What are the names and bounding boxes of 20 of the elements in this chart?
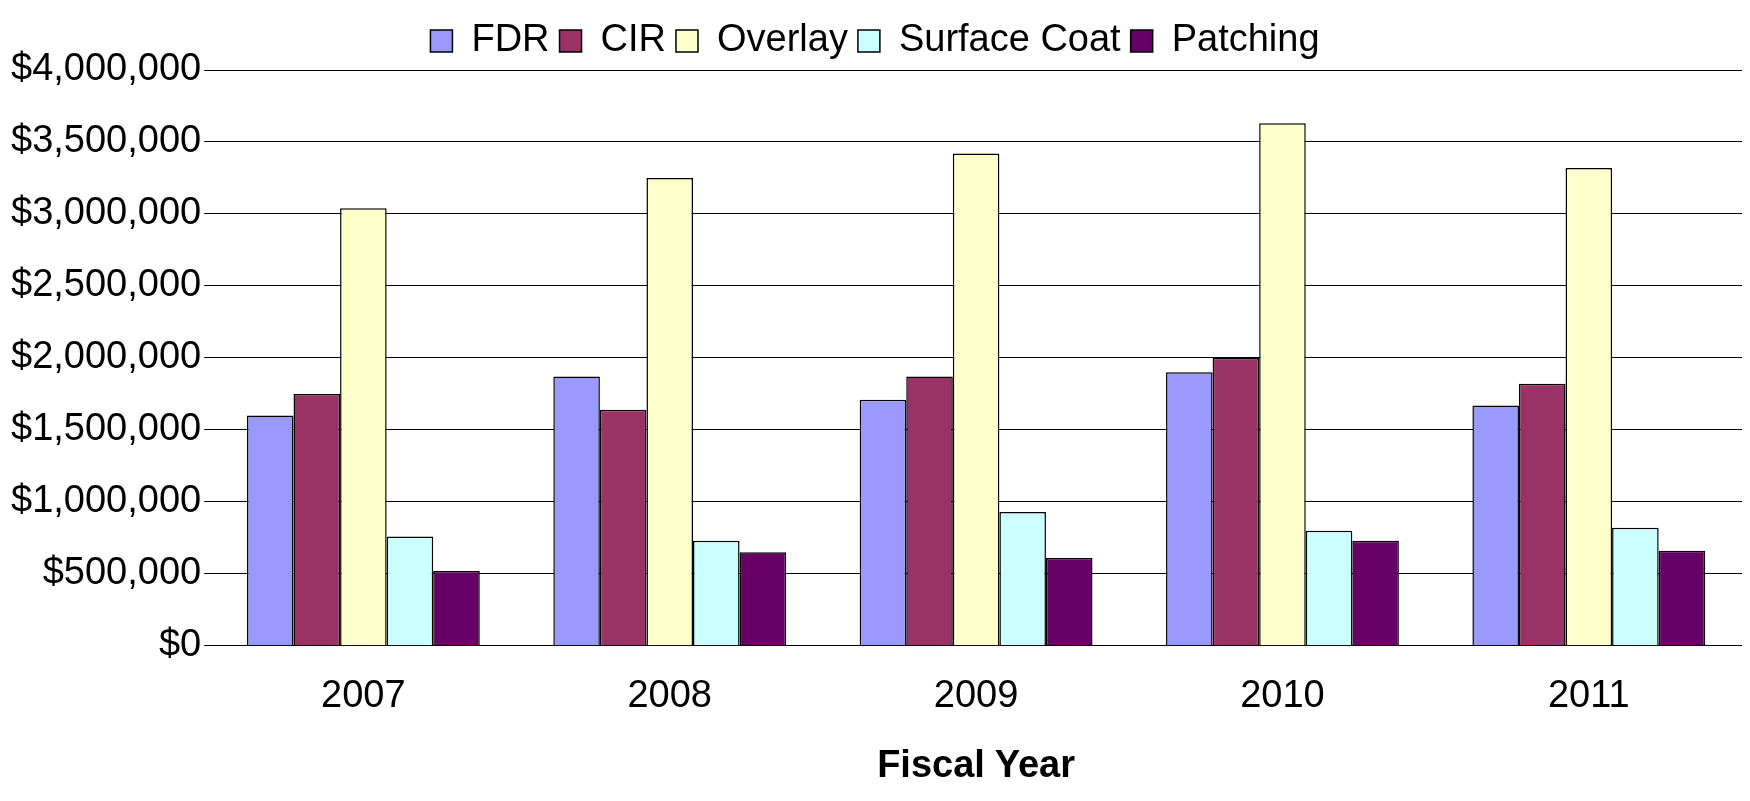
legend-label: CIR bbox=[600, 17, 666, 60]
y-tick-label: $500,000 bbox=[42, 550, 202, 593]
legend-label: FDR bbox=[471, 17, 550, 60]
y-tick-label: $1,000,000 bbox=[11, 478, 202, 521]
x-tick-label: 2010 bbox=[1240, 673, 1325, 716]
y-tick-label: $1,500,000 bbox=[11, 406, 202, 449]
legend-label: Surface Coat bbox=[898, 17, 1122, 60]
x-tick-label: 2007 bbox=[321, 673, 406, 716]
x-tick-label: 2008 bbox=[627, 673, 712, 716]
y-tick-label: $4,000,000 bbox=[11, 46, 202, 89]
legend-label: Patching bbox=[1171, 17, 1320, 60]
y-tick-label: $3,000,000 bbox=[11, 190, 202, 233]
y-tick-label: $2,000,000 bbox=[11, 334, 202, 377]
x-axis-title: Fiscal Year bbox=[877, 742, 1076, 785]
y-tick-label: $3,500,000 bbox=[11, 118, 202, 161]
y-tick-label: $2,500,000 bbox=[11, 262, 202, 305]
x-tick-label: 2009 bbox=[933, 673, 1019, 716]
x-tick-label: 2011 bbox=[1547, 673, 1630, 716]
y-tick-label: $0 bbox=[158, 622, 202, 665]
legend-label: Overlay bbox=[716, 17, 848, 60]
